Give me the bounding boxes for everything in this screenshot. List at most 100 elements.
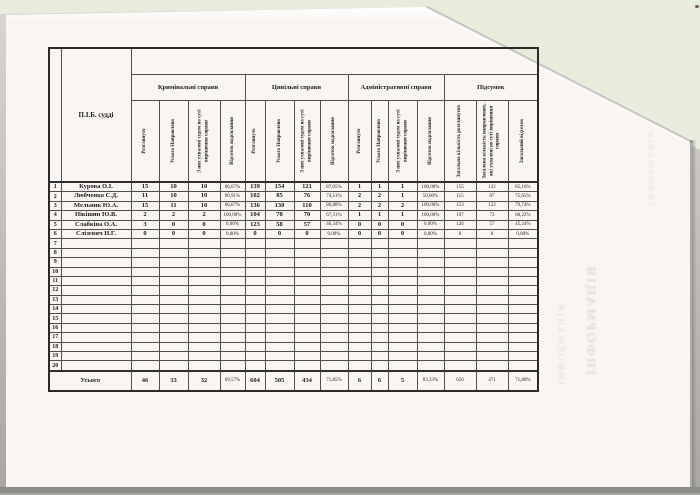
cell-adm-percent	[416, 313, 445, 324]
col-civ-reviewed: Розглянуто	[244, 99, 266, 183]
cell-civ-decided: 110	[293, 200, 321, 212]
cell-adm-decided	[387, 247, 418, 259]
cell-crim-reviewed	[130, 275, 160, 287]
cell-civ-reviewed: 136	[244, 200, 266, 212]
col-label: З них ухвалені судом по суті вирішення с…	[396, 109, 408, 173]
row-number: 8	[48, 247, 62, 259]
cell-adm-reviewed	[347, 247, 372, 259]
row-number: 16	[48, 322, 62, 334]
cell-adm-sent	[370, 257, 389, 268]
table-row: 12	[48, 285, 539, 296]
cell-total-reviewed	[443, 294, 477, 306]
cell-adm-percent	[416, 304, 445, 315]
cell-crim-percent	[219, 313, 246, 324]
row-number: 20	[48, 360, 62, 372]
cell-adm-decided	[387, 332, 418, 343]
col-label: Загальний відсоток	[519, 118, 525, 163]
cell-crim-reviewed	[130, 332, 160, 343]
cell-crim-reviewed: 11	[130, 191, 160, 202]
cell-civ-percent	[319, 360, 349, 372]
cell-total-reviewed: 155	[443, 181, 477, 193]
judge-name	[60, 304, 132, 315]
cell-civ-reviewed	[244, 294, 266, 306]
cell-total-percent	[507, 238, 539, 249]
cell-crim-percent	[219, 341, 246, 353]
cell-civ-sent	[264, 294, 295, 306]
cell-civ-decided: 57	[293, 219, 321, 230]
cell-total-reviewed	[443, 332, 477, 343]
judge-name	[60, 322, 132, 334]
cell-civ-decided	[293, 247, 321, 259]
cell-crim-percent	[219, 275, 246, 287]
cell-civ-reviewed	[244, 313, 266, 324]
cell-adm-reviewed	[347, 332, 372, 343]
cell-adm-reviewed	[347, 275, 372, 287]
cell-total-reviewed	[443, 257, 477, 268]
cell-civ-decided	[293, 285, 321, 296]
cell-crim-percent	[219, 332, 246, 343]
table-row: 18	[48, 341, 539, 353]
cell-crim-sent	[158, 266, 189, 277]
cell-adm-reviewed	[347, 238, 372, 249]
cell-total-sent-decided	[475, 247, 509, 259]
cell-civ-sent	[264, 322, 295, 334]
judge-name	[60, 275, 132, 287]
cell-crim-sent: 0	[158, 219, 189, 230]
cell-total-percent	[507, 275, 539, 287]
col-crim-percent: Відсоток надсилання	[219, 99, 246, 183]
cell-adm-percent: 0,00%	[416, 219, 445, 230]
cell-crim-reviewed	[130, 266, 160, 277]
cell-adm-percent	[416, 238, 445, 249]
judge-name: Любченко С.Д.	[60, 191, 132, 202]
cell-adm-reviewed	[347, 360, 372, 372]
cell-adm-decided: 5	[387, 369, 418, 392]
cell-total-percent	[507, 313, 539, 324]
cell-civ-reviewed	[244, 351, 266, 362]
cell-adm-percent: 83,33%	[416, 369, 445, 392]
cell-adm-decided	[387, 322, 418, 334]
col-civ-decided: З них ухвалені судом по суті вирішення с…	[293, 99, 321, 183]
cell-adm-percent	[416, 247, 445, 259]
cell-civ-sent	[264, 360, 295, 372]
col-label: Відсоток надсилання	[229, 116, 235, 165]
col-adm-percent: Відсоток надсилання	[416, 99, 445, 183]
cell-crim-decided: 10	[187, 181, 221, 193]
row-number: 15	[48, 313, 62, 324]
table-row: 1 Курова О.І. 15 10 10 66,67% 139 154 121 87,05…	[48, 181, 539, 193]
cell-total-percent: 68,22%	[507, 210, 539, 221]
cell-crim-decided: 10	[187, 200, 221, 212]
cell-adm-sent: 1	[370, 210, 389, 221]
cell-total-sent-decided	[475, 266, 509, 277]
cell-adm-sent	[370, 238, 389, 249]
cell-adm-percent	[416, 294, 445, 306]
col-civ-percent: Відсоток надсилання	[319, 99, 349, 183]
scan-speck	[695, 5, 699, 8]
cell-total-reviewed: 115	[443, 191, 477, 202]
cell-crim-reviewed: 0	[130, 228, 160, 240]
cell-crim-reviewed: 15	[130, 200, 160, 212]
row-number: 19	[48, 351, 62, 362]
cell-civ-reviewed	[244, 275, 266, 287]
cell-crim-decided	[187, 238, 221, 249]
cell-civ-percent	[319, 238, 349, 249]
cell-crim-sent: 2	[158, 210, 189, 221]
cell-adm-percent	[416, 257, 445, 268]
cell-total-percent: 85,16%	[507, 181, 539, 193]
cell-crim-reviewed	[130, 341, 160, 353]
cell-civ-reviewed	[244, 304, 266, 315]
cell-crim-percent	[219, 322, 246, 334]
col-label: З них ухвалені судом по суті вирішення с…	[300, 109, 313, 173]
cell-civ-reviewed	[244, 332, 266, 343]
cell-adm-percent	[416, 351, 445, 362]
cell-adm-decided	[387, 304, 418, 315]
cell-crim-percent: 0,00%	[219, 219, 246, 230]
table-row: 7	[48, 238, 539, 249]
cell-civ-decided: 121	[293, 181, 321, 193]
row-number: 10	[48, 266, 62, 277]
cell-crim-reviewed	[130, 285, 160, 296]
cell-crim-sent: 11	[158, 200, 189, 212]
cell-total-sent-decided	[475, 275, 509, 287]
cell-total-reviewed	[443, 341, 477, 353]
cell-crim-sent	[158, 351, 189, 362]
cell-crim-percent	[219, 257, 246, 268]
